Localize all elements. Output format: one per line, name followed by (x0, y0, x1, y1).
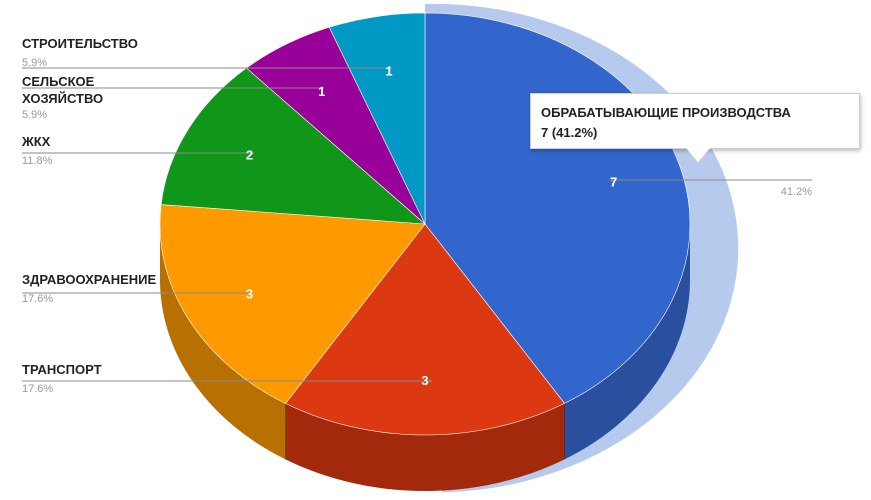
slice-value-label: 3 (246, 287, 253, 302)
leader-dot (250, 151, 254, 155)
percent-label: 17.6% (22, 293, 53, 305)
percent-label: 17.6% (22, 383, 53, 395)
percent-label: 5.9% (22, 109, 47, 121)
tooltip-title: ОБРАБАТЫВАЮЩИЕ ПРОИЗВОДСТВА (541, 105, 791, 120)
percent-label: 11.8% (22, 155, 53, 167)
leader-lines-layer (22, 66, 812, 383)
slice-value-label: 1 (385, 64, 392, 79)
leader-dot (388, 66, 392, 70)
pie-slices-layer (159, 12, 691, 436)
slice-value-label: 2 (246, 147, 253, 162)
tooltip-tail-fill (686, 148, 710, 162)
category-label: ТРАНСПОРТ (22, 362, 102, 377)
slice-side-обрабатывающие-производства (564, 224, 690, 460)
category-label-line: СЕЛЬСКОЕ (22, 74, 95, 89)
category-label: ЖКХ (21, 134, 51, 149)
slice-side-здравоохранение (160, 224, 286, 460)
slice-транспорт[interactable] (285, 223, 565, 436)
slice-side-транспорт (285, 403, 565, 491)
leader-dot (428, 379, 432, 383)
leader-dot (610, 178, 614, 182)
leader-dot (320, 86, 324, 90)
tooltip-value: 7 (41.2%) (541, 125, 598, 140)
leader-dot (248, 291, 252, 295)
category-label: ЗДРАВООХРАНЕНИЕ (22, 272, 156, 287)
percent-label: 5.9% (22, 57, 47, 69)
category-label: СЕЛЬСКОЕ ХОЗЯЙСТВО (22, 74, 103, 106)
slice-value-label: 3 (421, 373, 428, 388)
slice-tooltip: ОБРАБАТЫВАЮЩИЕ ПРОИЗВОДСТВА 7 (41.2%) (530, 93, 860, 149)
slice-здравоохранение[interactable] (159, 204, 426, 404)
percent-label: 41.2% (781, 186, 812, 198)
slice-value-label: 7 (610, 174, 617, 189)
slice-строительство[interactable] (328, 12, 426, 225)
category-label: СТРОИТЕЛЬСТВО (22, 36, 138, 51)
category-label-line: ХОЗЯЙСТВО (22, 91, 103, 106)
slice-value-label: 1 (318, 84, 325, 99)
slice-жкх[interactable] (160, 67, 426, 225)
labels-layer: 7 3 3 2 1 1 41.2% ТРАНСПОРТ 17.6% ЗДРАВООХРАНЕНИЕ… (21, 36, 812, 395)
